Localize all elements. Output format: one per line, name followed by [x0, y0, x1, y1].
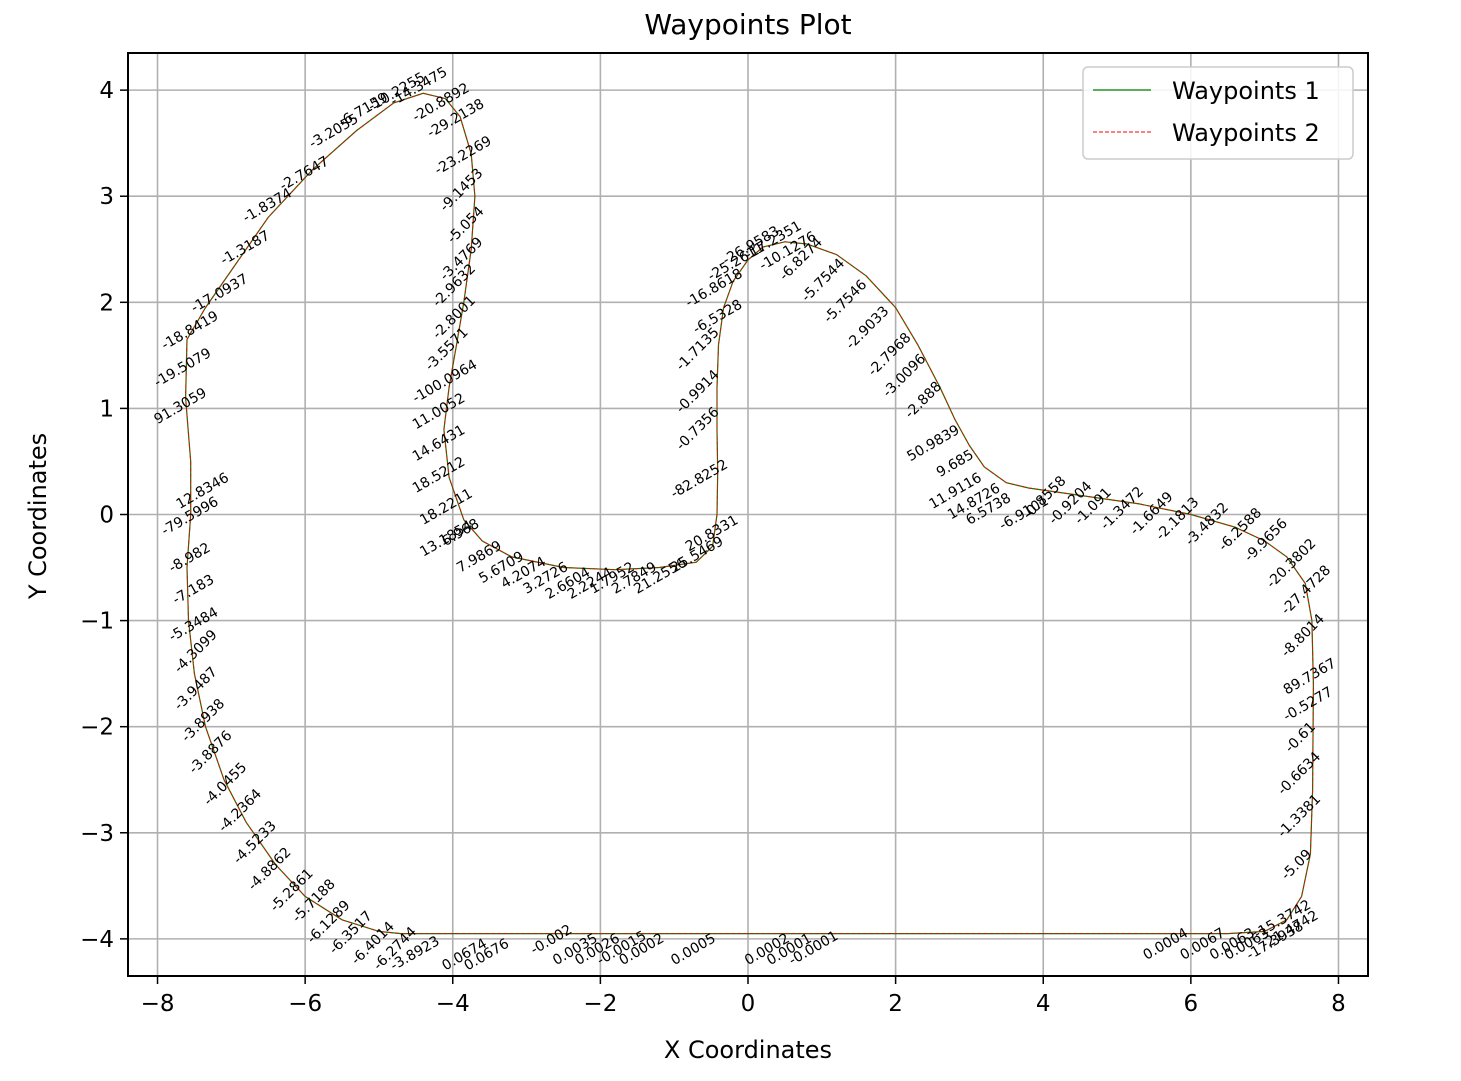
legend-label-waypoints-2: Waypoints 2 — [1172, 119, 1320, 147]
curvature-label: -2.888 — [902, 379, 945, 422]
curvature-label: -8.8014 — [1278, 611, 1328, 661]
curvature-label: -19.5079 — [152, 345, 215, 390]
curvature-label: -1.3187 — [218, 228, 273, 269]
x-axis-ticks: −8 −6 −4 −2 0 2 4 6 8 — [141, 976, 1346, 1017]
curvature-label: -18.8419 — [159, 308, 222, 353]
y-tick-label: 4 — [99, 78, 114, 104]
x-tick-label: −6 — [288, 991, 322, 1017]
grid-lines — [128, 53, 1368, 976]
x-tick-label: −4 — [436, 991, 470, 1017]
curvature-label: 91.3059 — [152, 385, 210, 428]
curvature-label: -82.8252 — [668, 457, 731, 502]
legend-label-waypoints-1: Waypoints 1 — [1172, 77, 1320, 105]
x-tick-label: 4 — [1036, 991, 1051, 1017]
x-axis-label: X Coordinates — [664, 1036, 832, 1064]
curvature-label: -2.9033 — [843, 303, 893, 353]
x-tick-label: −8 — [141, 991, 175, 1017]
curvature-label: -8.982 — [166, 540, 213, 576]
curvature-labels: -15.3742-21.4742-17.39380.00630.00630.00… — [152, 64, 1339, 974]
curvature-label: -5.09 — [1278, 846, 1315, 883]
y-tick-label: 2 — [99, 290, 114, 316]
curvature-label: -7.183 — [170, 572, 217, 608]
x-tick-label: 0 — [741, 991, 756, 1017]
curvature-label: -1.8374 — [240, 185, 295, 226]
chart-title: Waypoints Plot — [644, 8, 851, 41]
y-axis-label: Y Coordinates — [24, 433, 52, 600]
y-tick-label: −1 — [80, 609, 114, 635]
waypoint-series — [184, 92, 1315, 935]
x-tick-label: −2 — [583, 991, 617, 1017]
x-tick-label: 8 — [1331, 991, 1346, 1017]
x-tick-label: 6 — [1184, 991, 1199, 1017]
curvature-label: -17.0937 — [188, 271, 251, 316]
curvature-label: -0.6634 — [1275, 749, 1325, 799]
curvature-label: -3.2055 — [307, 111, 362, 152]
curvature-label: 0.0676 — [462, 936, 513, 974]
y-tick-label: 1 — [99, 396, 114, 422]
series-line-waypoints-2 — [185, 92, 1314, 935]
y-tick-label: −4 — [80, 927, 114, 953]
curvature-label: 0.0005 — [668, 930, 718, 968]
x-tick-label: 2 — [888, 991, 903, 1017]
y-tick-label: −2 — [80, 715, 114, 741]
curvature-label: -23.2269 — [432, 133, 495, 178]
y-axis-ticks: −4 −3 −2 −1 0 1 2 3 4 — [80, 78, 128, 953]
y-tick-label: −3 — [80, 821, 114, 847]
y-tick-label: 3 — [99, 184, 114, 210]
y-tick-label: 0 — [99, 503, 114, 529]
legend: Waypoints 1 Waypoints 2 — [1082, 66, 1354, 160]
